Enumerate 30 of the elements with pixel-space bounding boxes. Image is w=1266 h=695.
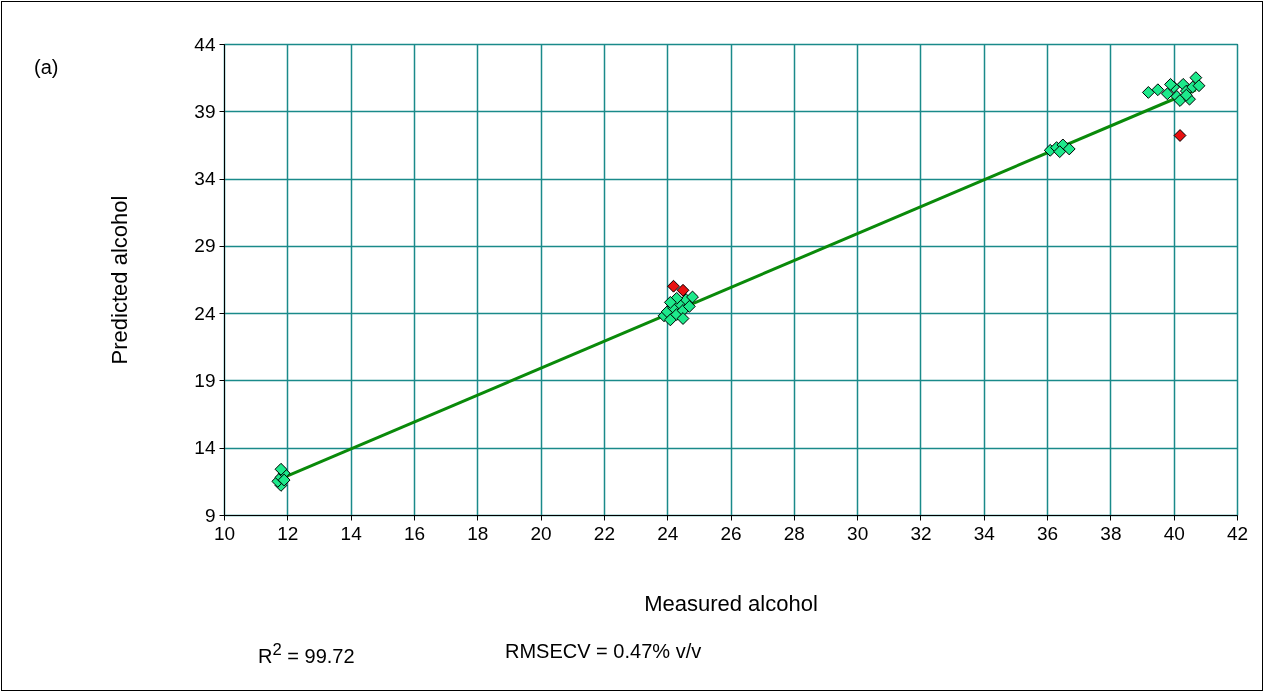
y-tick-label: 24 <box>194 302 216 324</box>
x-tick-label: 26 <box>720 522 742 544</box>
text: R$^{2}$ = 99.72 <box>258 640 355 668</box>
x-axis-title: Measured alcohol <box>644 590 818 616</box>
x-tick-label: 12 <box>277 522 299 544</box>
text: (a) <box>34 56 59 79</box>
x-tick-label: 40 <box>1163 522 1185 544</box>
x-tick-label: 18 <box>467 522 489 544</box>
x-tick-label: 38 <box>1100 522 1122 544</box>
x-tick-label: 34 <box>973 522 996 544</box>
y-tick-label: 44 <box>194 33 216 55</box>
x-tick-label: 32 <box>910 522 932 544</box>
y-tick-label: 14 <box>194 437 216 459</box>
x-tick-label: 24 <box>657 522 679 544</box>
y-tick-label: 29 <box>194 235 216 257</box>
y-tick-label: 39 <box>194 100 216 122</box>
x-tick-label: 10 <box>213 522 236 544</box>
text: RMSECV = 0.47% v/v <box>505 640 702 663</box>
y-tick-label: 34 <box>194 168 216 190</box>
x-tick-label: 36 <box>1036 522 1059 544</box>
x-tick-label: 28 <box>783 522 805 544</box>
x-tick-label: 20 <box>530 522 552 544</box>
y-tick-label: 19 <box>194 369 216 391</box>
y-axis-title: Predicted alcohol <box>107 195 133 365</box>
y-tick-label: 9 <box>204 504 216 526</box>
x-tick-label: 16 <box>403 522 426 544</box>
x-tick-label: 14 <box>340 522 363 544</box>
x-tick-label: 42 <box>1226 522 1249 544</box>
x-tick-label: 22 <box>593 522 615 544</box>
x-tick-label: 30 <box>847 522 869 544</box>
